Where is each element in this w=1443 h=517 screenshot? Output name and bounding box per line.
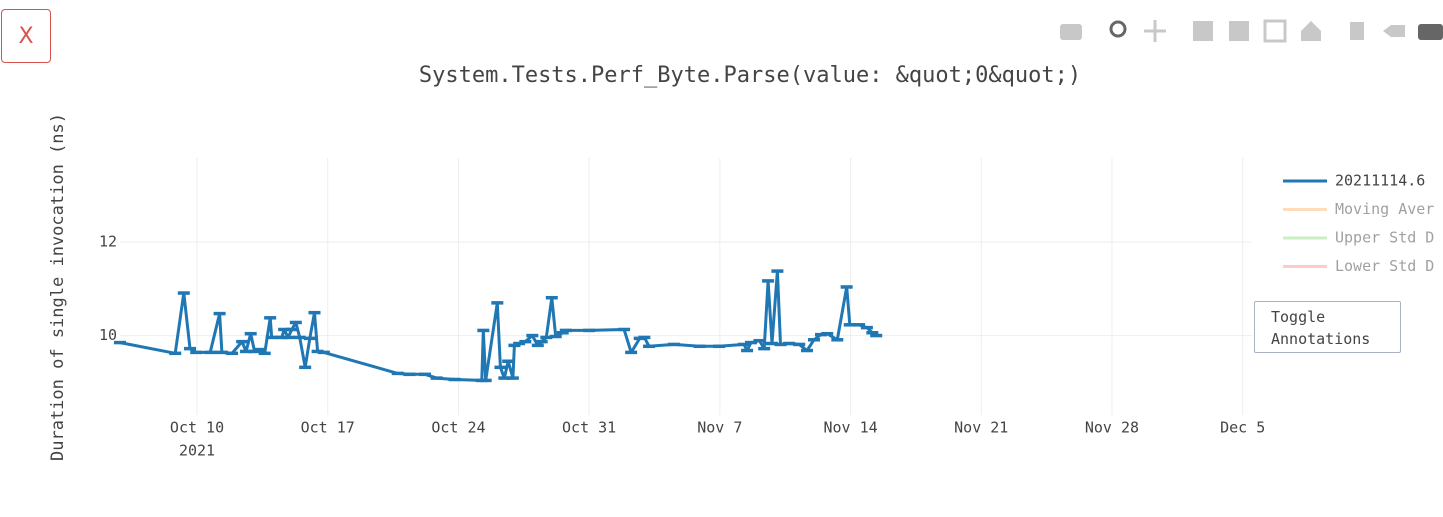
x-tick-label: Nov 28 [1085, 419, 1139, 437]
y-tick-label: 12 [99, 233, 117, 251]
spike-icon[interactable] [1350, 22, 1364, 40]
toolbar [1060, 19, 1443, 43]
legend-label: Upper Std D [1335, 229, 1434, 247]
x-tick-label: Oct 31 [562, 419, 616, 437]
x-tick-label: Oct 10 [170, 419, 224, 437]
legend-label: Moving Aver [1335, 200, 1434, 218]
x-tick-label: Nov 14 [823, 419, 877, 437]
y-tick-label: 10 [99, 326, 117, 344]
zoom-out-icon[interactable] [1229, 21, 1249, 41]
reset-icon[interactable] [1301, 21, 1321, 41]
x-year-label: 2021 [179, 442, 215, 460]
toggle-annotations-button[interactable]: Toggle Annotations [1254, 301, 1401, 353]
x-tick-label: Nov 21 [954, 419, 1008, 437]
zoom-icon[interactable] [1109, 20, 1127, 38]
x-tick-label: Oct 24 [431, 419, 485, 437]
hover-icon[interactable] [1383, 25, 1405, 37]
zoom-in-icon[interactable] [1193, 21, 1213, 41]
pan-icon[interactable] [1144, 20, 1166, 42]
compare-icon[interactable] [1418, 24, 1443, 40]
x-tick-label: Nov 7 [697, 419, 742, 437]
chart-title: System.Tests.Perf_Byte.Parse(value: &quo… [419, 63, 1081, 88]
y-axis-title: Duration of single invocation (ns) [48, 113, 68, 461]
legend-label: Lower Std D [1335, 257, 1434, 275]
autoscale-icon[interactable] [1263, 19, 1287, 43]
series-line [119, 269, 878, 382]
x-tick-label: Oct 17 [301, 419, 355, 437]
close-button[interactable]: X [1, 9, 51, 63]
camera-icon[interactable] [1060, 24, 1082, 40]
x-tick-label: Dec 5 [1220, 419, 1265, 437]
legend-label: 20211114.6 [1335, 172, 1425, 190]
